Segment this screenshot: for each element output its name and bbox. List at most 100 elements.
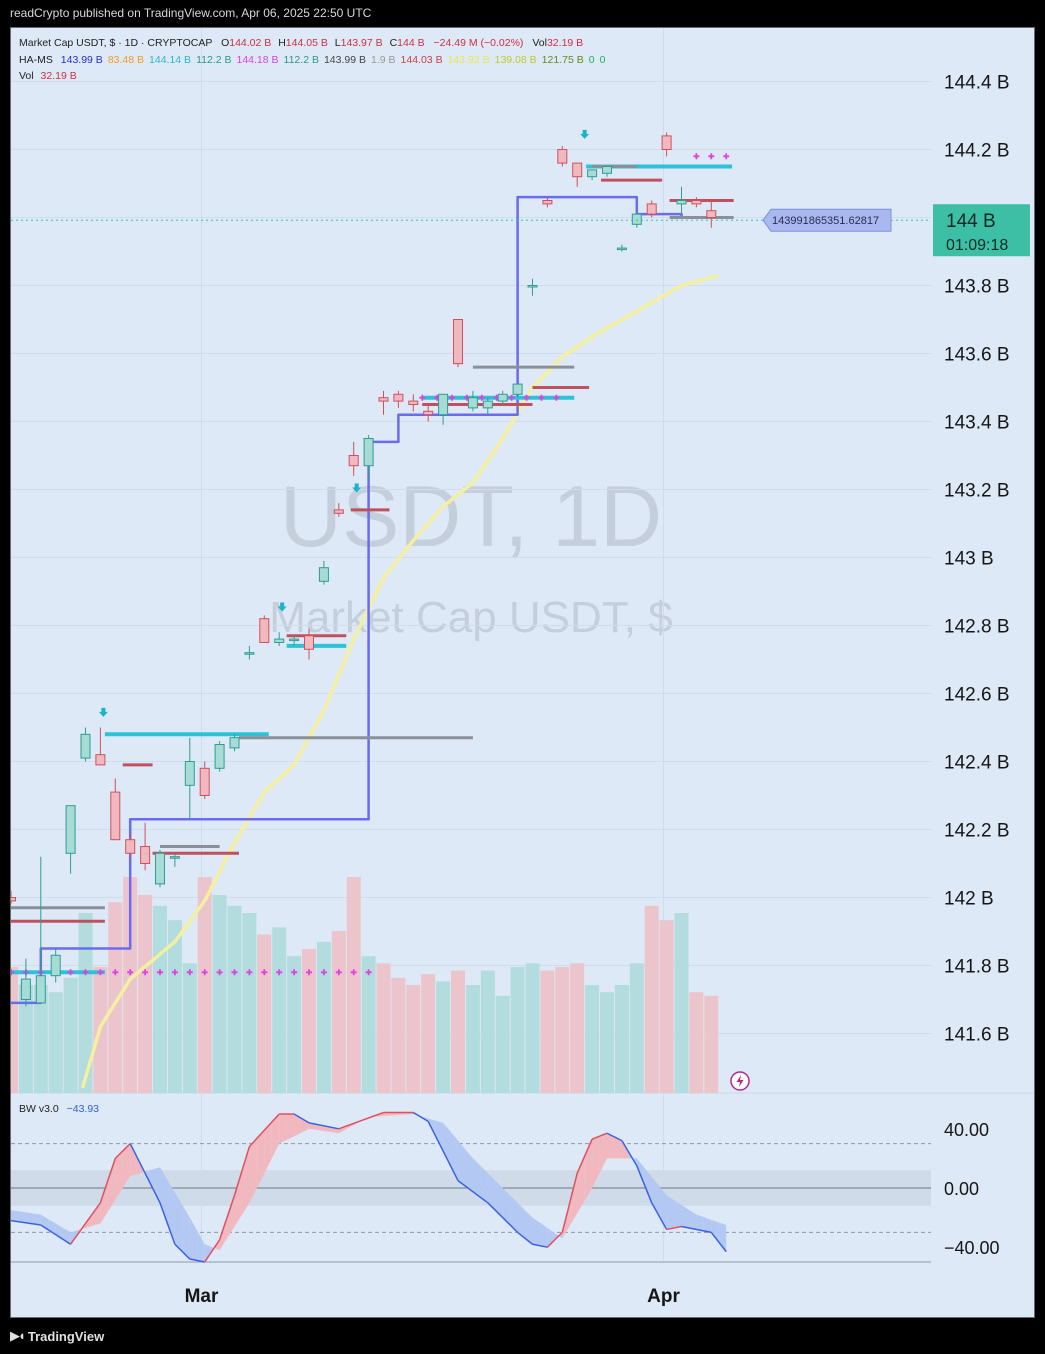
candle[interactable] [184, 761, 195, 786]
candle[interactable] [527, 285, 538, 288]
down-arrow-icon [352, 483, 362, 493]
candle[interactable] [318, 567, 329, 582]
volume-bar [570, 963, 585, 1093]
osc-fast-line [174, 1243, 191, 1260]
candle[interactable] [661, 135, 672, 151]
candle[interactable] [6, 897, 16, 902]
osc-fast-line [159, 1202, 176, 1245]
chart-canvas[interactable]: USDT, 1D Market Cap USDT, $ 143991865351… [4, 28, 1034, 1317]
legend-row-3[interactable]: Vol 32.19 B [19, 70, 77, 82]
candle[interactable] [50, 954, 61, 977]
osc-tick-label: −40.00 [944, 1238, 1000, 1258]
candle[interactable] [408, 400, 419, 406]
candle[interactable] [274, 638, 285, 643]
legend-row-2[interactable]: HA-MS 143.99 B 83.48 B 144.14 B 112.2 B 144.… [19, 54, 606, 66]
candle[interactable] [706, 210, 717, 218]
volume-bar [48, 992, 63, 1093]
candle[interactable] [35, 975, 46, 1004]
candle[interactable] [125, 839, 136, 854]
price-tick-label: 142.2 B [944, 821, 1010, 842]
osc-fast-line [308, 1122, 339, 1130]
osc-fast-line [576, 1138, 593, 1174]
cross-marker [335, 969, 342, 976]
osc-ribbon [264, 1122, 272, 1174]
oscillator-legend[interactable]: BW v3.0 −43.93 [19, 1103, 99, 1115]
candle[interactable] [214, 744, 225, 769]
candle[interactable] [155, 852, 165, 885]
candle[interactable] [572, 162, 583, 178]
candle[interactable] [259, 618, 270, 644]
candle[interactable] [691, 200, 702, 205]
volume-bar [480, 970, 495, 1093]
volume-bar [465, 985, 480, 1093]
candle[interactable] [497, 393, 508, 402]
osc-fast-line [338, 1111, 384, 1130]
candle[interactable] [363, 438, 374, 467]
candle[interactable] [676, 200, 687, 205]
cross-marker [127, 969, 134, 976]
candle[interactable] [542, 200, 553, 205]
candle[interactable] [95, 754, 106, 766]
candle[interactable] [393, 393, 404, 402]
osc-ribbon [174, 1192, 183, 1252]
candle[interactable] [378, 397, 389, 402]
candle[interactable] [110, 791, 121, 841]
price-pane[interactable] [11, 28, 1034, 1093]
osc-ribbon [614, 1136, 622, 1159]
candle[interactable] [453, 319, 463, 365]
cross-marker [246, 969, 253, 976]
cross-marker [261, 969, 268, 976]
volume-bar [138, 895, 153, 1093]
volume-bar [406, 985, 421, 1093]
candle[interactable] [169, 856, 180, 859]
osc-fast-line [651, 1202, 668, 1230]
candle[interactable] [467, 397, 478, 409]
candle[interactable] [616, 247, 627, 251]
candle[interactable] [602, 166, 612, 174]
candle[interactable] [140, 846, 151, 864]
legend-row-1[interactable]: Market Cap USDT, $ · 1D · CRYPTOCAP O144… [19, 37, 583, 49]
price-tick-label: 144.4 B [944, 73, 1010, 94]
candle[interactable] [482, 400, 493, 409]
candle[interactable] [333, 509, 344, 514]
candles[interactable] [6, 132, 717, 1007]
osc-ribbon [569, 1173, 578, 1226]
ha-ms-value: 143.99 B [61, 54, 103, 66]
candle[interactable] [438, 393, 449, 416]
price-tick-label: 142.8 B [944, 617, 1010, 638]
bw-oscillator[interactable]: 40.00 0.00 −40.00 [10, 1111, 1000, 1263]
candle[interactable] [646, 203, 657, 215]
candle[interactable] [289, 638, 300, 642]
candle[interactable] [557, 149, 568, 164]
candle[interactable] [587, 169, 598, 178]
price-axis[interactable]: 144.4 B 144.2 B 143.8 B 143.6 B 143.4 B 143.2… [944, 73, 1010, 1046]
ha-ms-value: 0 [589, 54, 595, 66]
osc-ribbon [25, 1212, 34, 1224]
candle[interactable] [65, 805, 76, 854]
candle[interactable] [512, 383, 523, 395]
osc-fast-line [427, 1121, 459, 1181]
price-tooltip[interactable]: 143991865351.62817 [762, 208, 892, 232]
candle[interactable] [304, 635, 314, 650]
osc-ribbon [286, 1114, 295, 1140]
candle[interactable] [244, 652, 255, 655]
candle[interactable] [80, 733, 91, 759]
cross-marker [142, 969, 149, 976]
cross-marker [67, 969, 74, 976]
candle[interactable] [423, 410, 434, 416]
candle[interactable] [199, 767, 210, 796]
osc-ribbon [189, 1217, 198, 1261]
candle[interactable] [20, 978, 31, 1000]
legend: Market Cap USDT, $ · 1D · CRYPTOCAP O144… [19, 37, 606, 82]
time-axis[interactable]: Mar Apr [185, 1286, 681, 1307]
ha-ms-value: 144.18 B [236, 54, 278, 66]
volume-bar [644, 905, 659, 1093]
candle[interactable] [348, 455, 359, 467]
osc-ribbon [92, 1202, 101, 1226]
candle[interactable] [631, 213, 642, 225]
lightning-icon[interactable] [730, 1071, 750, 1091]
osc-ribbon [338, 1126, 347, 1134]
candle[interactable] [229, 737, 240, 749]
volume-bar [33, 985, 48, 1093]
volume-bars [4, 877, 719, 1093]
